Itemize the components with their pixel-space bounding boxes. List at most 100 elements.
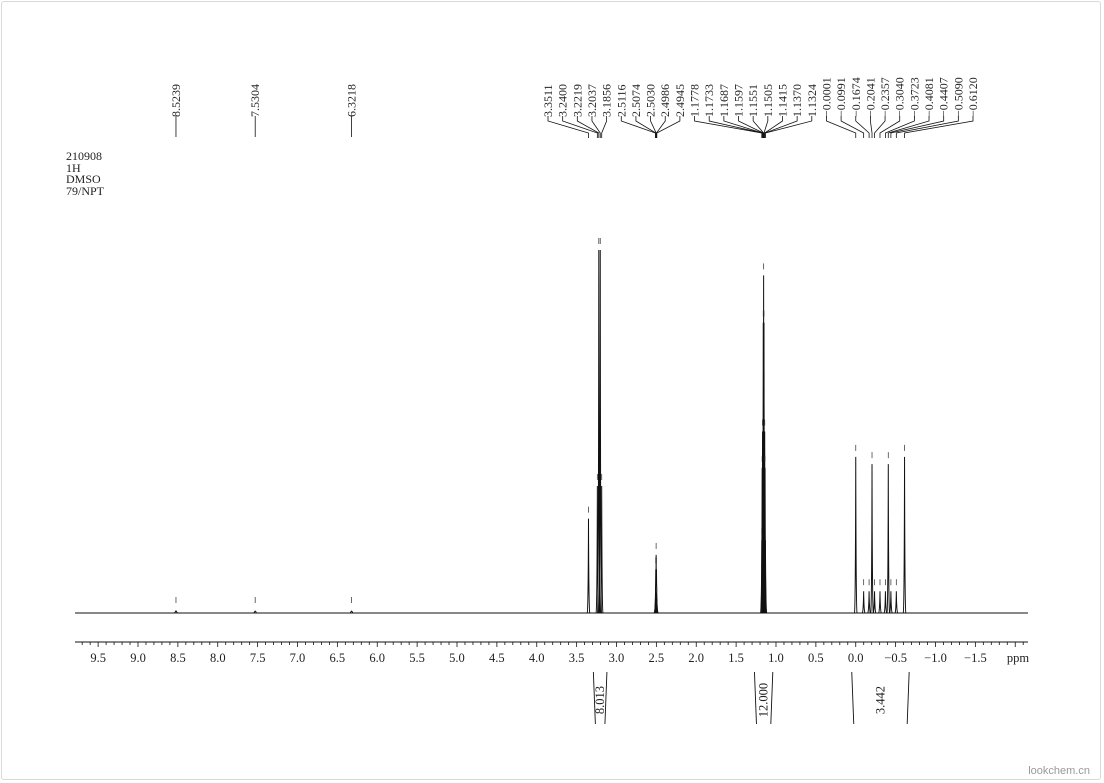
peak-label-connector	[601, 116, 608, 138]
peak	[886, 464, 891, 614]
peak-label: 2.5116	[614, 84, 628, 117]
peak-label-connector	[708, 116, 763, 138]
x-tick-label: 9.5	[90, 651, 106, 665]
peak	[870, 464, 874, 614]
peak-label: −0.0991	[834, 77, 848, 117]
x-tick-label: 9.0	[130, 651, 146, 665]
x-tick-label: −0.5	[884, 651, 907, 665]
sample-info: 210908 1H DMSO 79/NPT	[66, 149, 105, 198]
peak-label: −0.6120	[966, 77, 980, 117]
peak	[872, 591, 877, 614]
peak-label-connector	[723, 116, 763, 138]
peak-label-connector	[855, 116, 870, 138]
peak-label-connector	[879, 116, 901, 138]
integral-bracket	[754, 671, 774, 725]
x-tick-label: 2.5	[649, 651, 665, 665]
peak-label-connector	[765, 116, 813, 138]
peak	[763, 540, 768, 614]
peak-label: 1.1415	[775, 84, 789, 117]
x-tick-label: 0.5	[808, 651, 824, 665]
peak-label-connector	[764, 116, 783, 138]
peak-label: 1.1778	[688, 84, 702, 117]
x-tick-label: 7.5	[250, 651, 266, 665]
peak-label: 3.1856	[600, 84, 614, 117]
x-tick-label: −1.5	[964, 651, 987, 665]
peak-label-connector	[904, 116, 974, 138]
x-tick-label: 5.0	[449, 651, 465, 665]
x-tick-label: 1.0	[768, 651, 784, 665]
peak-label: −0.2041	[863, 77, 877, 117]
peak	[253, 610, 257, 614]
peak-label: 7.5304	[248, 84, 262, 117]
peak-label-connector	[895, 116, 959, 138]
peak	[599, 485, 604, 614]
peak-label: 3.2037	[585, 84, 599, 117]
peak-label: −0.4081	[922, 77, 936, 117]
peak-label: 3.2400	[556, 84, 570, 117]
peak	[861, 591, 866, 614]
info-line-id: 210908	[66, 149, 102, 163]
peak-label-connector	[840, 116, 865, 138]
peak-label: −0.1674	[849, 77, 863, 117]
peak	[878, 591, 882, 614]
peak	[902, 456, 907, 614]
peak-label: −0.4407	[937, 77, 951, 117]
x-tick-label: 8.0	[210, 651, 226, 665]
peak-label: 1.1733	[702, 84, 716, 117]
info-line-nucleus: 1H	[66, 160, 81, 175]
integral-bracket	[592, 671, 608, 725]
peak-label: 2.5074	[629, 84, 643, 117]
x-tick-label: 3.5	[569, 651, 585, 665]
peak-label: −0.3723	[907, 77, 921, 117]
peak-label: −0.2357	[878, 77, 892, 117]
integrals: 8.013 12.000 3.442	[592, 671, 910, 725]
peak	[349, 610, 354, 614]
peak-label: 6.3218	[345, 84, 359, 117]
peak-label-connector	[763, 116, 769, 138]
peak-label: −0.0001	[819, 77, 833, 117]
peak	[853, 456, 858, 614]
x-tick-label: 4.5	[489, 651, 505, 665]
integral-value: 12.000	[757, 683, 771, 717]
peak-label-connector	[826, 116, 857, 138]
peak-label-connector	[887, 116, 930, 138]
x-tick-label: 1.5	[728, 651, 744, 665]
peak-label-connector	[547, 116, 589, 138]
peak	[883, 591, 888, 614]
x-tick-label: 8.5	[170, 651, 186, 665]
x-tick-label: −1.0	[924, 651, 947, 665]
peak-label-connector	[656, 116, 666, 138]
peak-label: 2.5030	[644, 84, 658, 117]
x-tick-label: 3.0	[609, 651, 625, 665]
peak	[867, 591, 871, 614]
info-line-experiment: 79/NPT	[66, 183, 105, 198]
x-axis: 9.5 9.0 8.5 8.0 7.5 7.0 6.5 6.0 5.5 5.0 4.5 4.0 3.5 3…	[75, 641, 1030, 665]
peak	[655, 598, 659, 614]
peak-label: 2.4945	[673, 84, 687, 117]
peak-label: 2.4986	[658, 84, 672, 117]
x-axis-label: ppm	[1007, 651, 1030, 665]
peak-label: 8.5239	[169, 84, 183, 117]
x-tick-label: 7.0	[290, 651, 306, 665]
peak-label: 1.1370	[790, 84, 804, 117]
peak	[174, 610, 178, 614]
x-tick-label: 6.5	[330, 651, 346, 665]
watermark: lookchem.cn	[1028, 765, 1090, 777]
peak-label: 3.2219	[570, 84, 584, 117]
peak-label: 1.1687	[717, 84, 731, 117]
peak-label-connector	[576, 116, 600, 138]
spectrum	[75, 238, 1028, 614]
peak-label-connector	[870, 116, 873, 138]
info-line-solvent: DMSO	[66, 172, 101, 186]
peak-label: 1.1324	[805, 84, 819, 117]
peak-label-connector	[562, 116, 598, 138]
x-tick-label: 6.0	[369, 651, 385, 665]
peak-label-connector	[764, 116, 798, 138]
peak	[894, 591, 899, 614]
x-tick-label: 2.0	[688, 651, 704, 665]
peak	[586, 518, 591, 614]
peak-label-connector	[591, 116, 601, 138]
peak-label-connector	[885, 116, 915, 138]
